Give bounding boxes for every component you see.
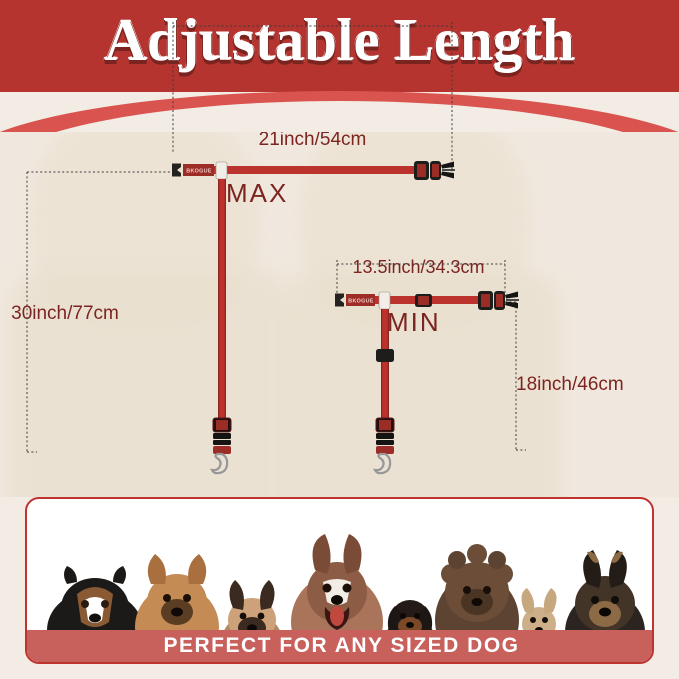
svg-text:BKOGUE: BKOGUE bbox=[186, 169, 212, 175]
svg-text:BKOGUE: BKOGUE bbox=[348, 299, 374, 305]
